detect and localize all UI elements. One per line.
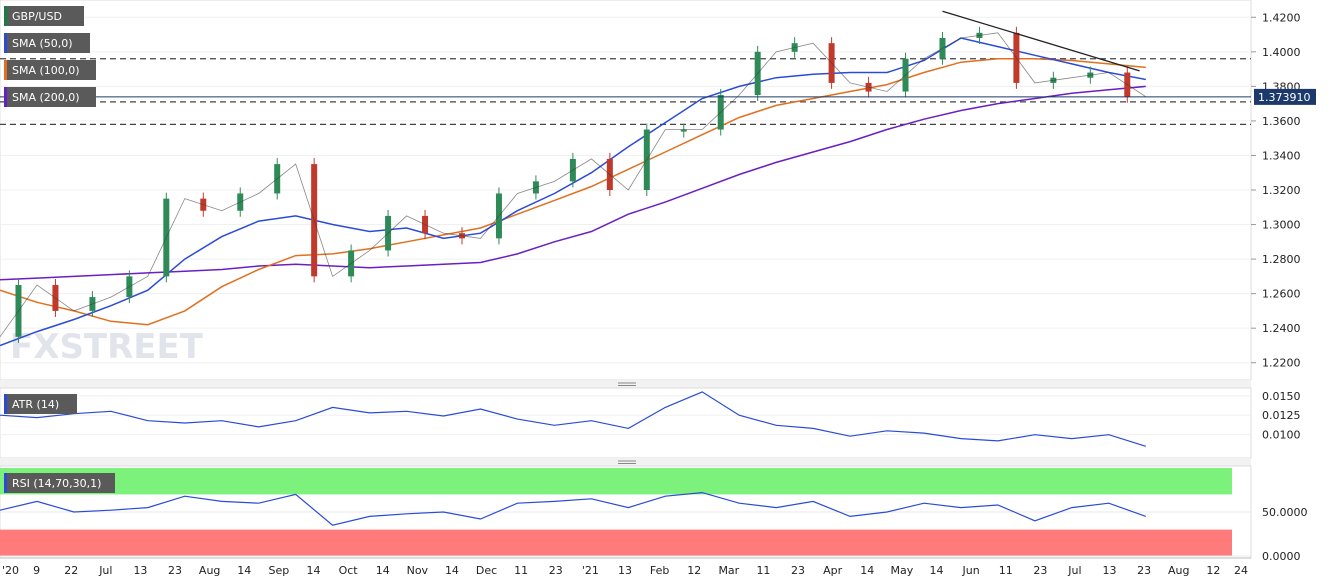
atr-tick-label: 0.0100 [1262,429,1301,442]
x-tick-label: Aug [199,564,220,577]
price-tick-label: 1.3000 [1262,219,1301,232]
rsi-tick-label: 0.0000 [1262,550,1301,563]
price-tick-label: 1.4200 [1262,11,1301,24]
x-tick-label: 12 [687,564,701,577]
sma200-line [0,85,1146,281]
x-tick-label: 23 [1137,564,1151,577]
price-tick-label: 1.3600 [1262,115,1301,128]
price-tick-label: 1.4000 [1262,46,1301,59]
atr-grid [0,395,1251,436]
atr-series [0,391,1146,447]
x-tick-label: 23 [168,564,182,577]
legend-sma50-label: SMA (50,0) [12,37,73,50]
legend-sma200[interactable]: SMA (200,0) [4,87,96,107]
last-price-label: 1.373910 [1258,91,1311,104]
atr-y-axis: 0.0150 0.0125 0.0100 [1262,390,1301,442]
rsi-panel: 50.0000 0.0000 RSI (14,70,30,1) [0,465,1308,563]
legend-sma50[interactable]: SMA (50,0) [4,33,90,53]
atr-line [0,391,1146,447]
x-tick-label: Nov [407,564,429,577]
x-tick-label: 11 [514,564,528,577]
atr-tick-label: 0.0150 [1262,390,1301,403]
candle-body [680,129,687,132]
x-tick-label: 11 [756,564,770,577]
legend-sma200-label: SMA (200,0) [12,91,80,104]
x-axis: '20 9 22 Jul 13 23 Aug 14 Sep 14 Oct 14 Nov 14 Dec 11 23… [0,557,1251,577]
rsi-tick-label: 50.0000 [1262,506,1308,519]
x-tick-label: '21 [582,564,599,577]
atr-tick-label: 0.0125 [1262,409,1301,422]
legend-atr[interactable]: ATR (14) [4,394,77,414]
x-tick-label: May [891,564,914,577]
price-panel: FXSTREET 1.42001.40001.38001.36001.34001… [0,0,1316,381]
rsi-grid [0,511,1251,557]
price-tick-label: 1.2200 [1262,357,1301,370]
x-tick-label: 11 [999,564,1013,577]
watermark: FXSTREET [10,327,204,367]
sma100-line [0,57,1146,326]
x-tick-label: 23 [791,564,805,577]
last-price-marker: 1.373910 [0,88,1316,105]
x-tick-label: 14 [376,564,390,577]
x-tick-label: Feb [650,564,669,577]
rsi-series [0,491,1147,526]
price-tick-label: 1.3400 [1262,149,1301,162]
close-line [0,32,1147,338]
legend-gbpusd-label: GBP/USD [12,10,62,23]
x-tick-label: 13 [133,564,147,577]
rsi-overbought-zone [0,468,1232,495]
rsi-y-axis: 50.0000 0.0000 [1262,506,1308,563]
x-tick-label: Apr [823,564,843,577]
legend-rsi-label: RSI (14,70,30,1) [12,477,101,490]
atr-panel: 0.0150 0.0125 0.0100 ATR (14) [0,387,1301,459]
price-tick-label: 1.2600 [1262,288,1301,301]
x-tick-label: 14 [237,564,251,577]
price-y-axis: 1.42001.40001.38001.36001.34001.32001.30… [1251,11,1301,370]
legend-sma100[interactable]: SMA (100,0) [4,60,96,80]
price-grid [0,16,1251,364]
x-tick-label: Aug [1168,564,1189,577]
panel-resize-handle-2[interactable] [0,458,1251,466]
x-tick-label: 22 [64,564,78,577]
trendline [942,10,1140,72]
x-tick-label: Oct [339,564,359,577]
x-tick-label: 13 [1103,564,1117,577]
legend-sma100-label: SMA (100,0) [12,64,80,77]
rsi-line [0,491,1147,526]
price-tick-label: 1.3200 [1262,184,1301,197]
x-tick-label: 13 [618,564,632,577]
x-tick-label: Jul [98,564,112,577]
price-series [0,26,1147,343]
x-tick-label: 24 [1234,564,1248,577]
x-tick-label: 23 [1033,564,1047,577]
x-tick-label: 23 [549,564,563,577]
price-tick-label: 1.2800 [1262,253,1301,266]
x-tick-label: Jun [962,564,980,577]
price-tick-label: 1.2400 [1262,322,1301,335]
x-tick-label: 14 [445,564,459,577]
legend-rsi[interactable]: RSI (14,70,30,1) [4,473,115,493]
panel-resize-handle[interactable] [0,380,1251,388]
x-tick-label: Jul [1067,564,1081,577]
x-tick-label: '20 [2,564,19,577]
legend-atr-label: ATR (14) [12,398,59,411]
x-tick-label: 14 [930,564,944,577]
rsi-oversold-zone [0,529,1232,556]
x-tick-label: 9 [33,564,40,577]
legend-gbpusd[interactable]: GBP/USD [4,6,84,26]
x-tick-label: 14 [860,564,874,577]
x-tick-label: 14 [307,564,321,577]
x-tick-label: 12 [1206,564,1220,577]
x-tick-label: Dec [476,564,497,577]
x-tick-label: Mar [718,564,739,577]
x-tick-label: Sep [269,564,290,577]
